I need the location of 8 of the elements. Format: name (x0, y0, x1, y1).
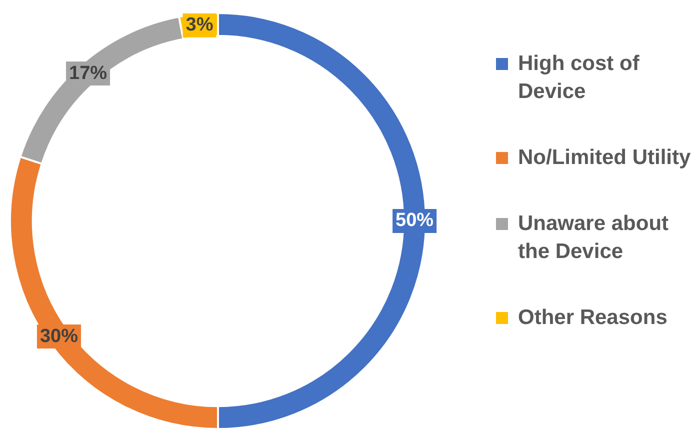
data-label: 30% (40, 326, 78, 347)
legend-label: No/Limited Utility (518, 145, 691, 171)
data-label: 17% (68, 62, 108, 84)
legend-label: High cost of Device (518, 51, 640, 105)
data-label: 50% (396, 210, 434, 232)
data-label: 3% (186, 14, 214, 36)
legend-label: Unaware about the Device (518, 211, 670, 265)
legend-label: Other Reasons (518, 305, 668, 331)
